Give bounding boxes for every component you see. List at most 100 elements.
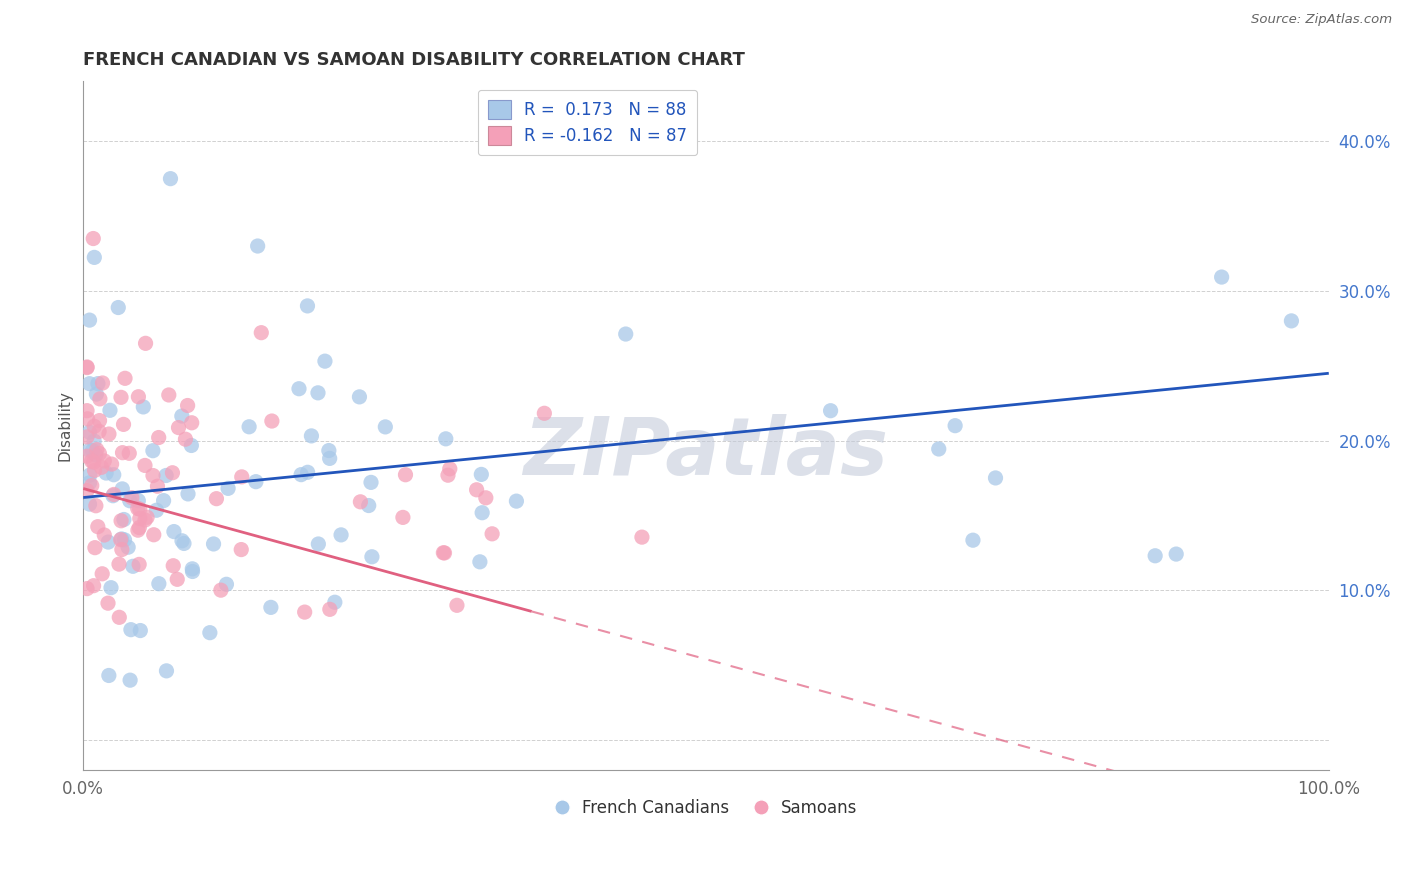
Point	[120, 673, 142, 688]
Point	[97, 596, 120, 610]
Point	[174, 432, 197, 446]
Point	[79, 475, 101, 490]
Point	[103, 487, 125, 501]
Point	[943, 418, 966, 433]
Point	[361, 549, 384, 564]
Point	[215, 577, 238, 591]
Point	[155, 468, 177, 483]
Point	[80, 478, 103, 492]
Point	[127, 493, 149, 508]
Point	[146, 479, 169, 493]
Point	[79, 313, 101, 327]
Point	[1144, 549, 1167, 563]
Point	[231, 470, 253, 484]
Point	[1281, 314, 1303, 328]
Point	[246, 239, 269, 253]
Point	[475, 491, 498, 505]
Point	[83, 419, 105, 434]
Point	[76, 359, 98, 374]
Point	[142, 528, 165, 542]
Point	[87, 425, 110, 439]
Point	[82, 231, 104, 245]
Point	[181, 565, 204, 579]
Point	[76, 412, 98, 426]
Point	[127, 523, 149, 537]
Point	[231, 542, 253, 557]
Point	[148, 576, 170, 591]
Point	[79, 497, 101, 511]
Point	[128, 511, 150, 525]
Point	[76, 430, 98, 444]
Point	[202, 537, 225, 551]
Point	[290, 467, 312, 482]
Point	[209, 583, 232, 598]
Point	[533, 406, 555, 420]
Point	[1166, 547, 1188, 561]
Point	[117, 540, 139, 554]
Point	[439, 462, 461, 476]
Point	[180, 438, 202, 452]
Point	[319, 602, 342, 616]
Point	[238, 419, 260, 434]
Point	[176, 399, 198, 413]
Point	[84, 499, 107, 513]
Point	[118, 493, 141, 508]
Point	[76, 360, 98, 375]
Point	[205, 491, 228, 506]
Point	[323, 595, 346, 609]
Point	[1211, 270, 1233, 285]
Point	[297, 299, 319, 313]
Point	[297, 465, 319, 479]
Point	[173, 536, 195, 550]
Point	[101, 489, 124, 503]
Point	[314, 354, 336, 368]
Point	[112, 512, 135, 526]
Point	[820, 403, 842, 417]
Point	[294, 605, 316, 619]
Point	[120, 623, 142, 637]
Point	[330, 528, 353, 542]
Point	[79, 425, 101, 440]
Point	[163, 524, 186, 539]
Point	[170, 409, 193, 423]
Point	[111, 445, 134, 459]
Point	[100, 457, 122, 471]
Point	[114, 533, 136, 547]
Point	[180, 416, 202, 430]
Point	[128, 520, 150, 534]
Point	[446, 599, 468, 613]
Point	[76, 582, 98, 596]
Point	[127, 501, 149, 516]
Point	[217, 481, 239, 495]
Point	[148, 431, 170, 445]
Point	[103, 467, 125, 482]
Point	[245, 475, 267, 489]
Point	[166, 572, 188, 586]
Point	[83, 463, 105, 477]
Point	[132, 400, 155, 414]
Point	[91, 566, 114, 581]
Point	[129, 624, 152, 638]
Point	[181, 562, 204, 576]
Point	[155, 664, 177, 678]
Point	[984, 471, 1007, 485]
Point	[135, 336, 157, 351]
Point	[110, 390, 132, 404]
Point	[79, 376, 101, 391]
Point	[357, 499, 380, 513]
Point	[260, 600, 283, 615]
Point	[250, 326, 273, 340]
Point	[114, 371, 136, 385]
Point	[111, 482, 134, 496]
Point	[145, 503, 167, 517]
Point	[142, 443, 165, 458]
Point	[162, 558, 184, 573]
Point	[107, 301, 129, 315]
Point	[307, 537, 329, 551]
Point	[93, 528, 115, 542]
Point	[80, 454, 103, 468]
Point	[111, 542, 134, 557]
Point	[122, 559, 145, 574]
Point	[134, 458, 156, 473]
Point	[110, 533, 132, 547]
